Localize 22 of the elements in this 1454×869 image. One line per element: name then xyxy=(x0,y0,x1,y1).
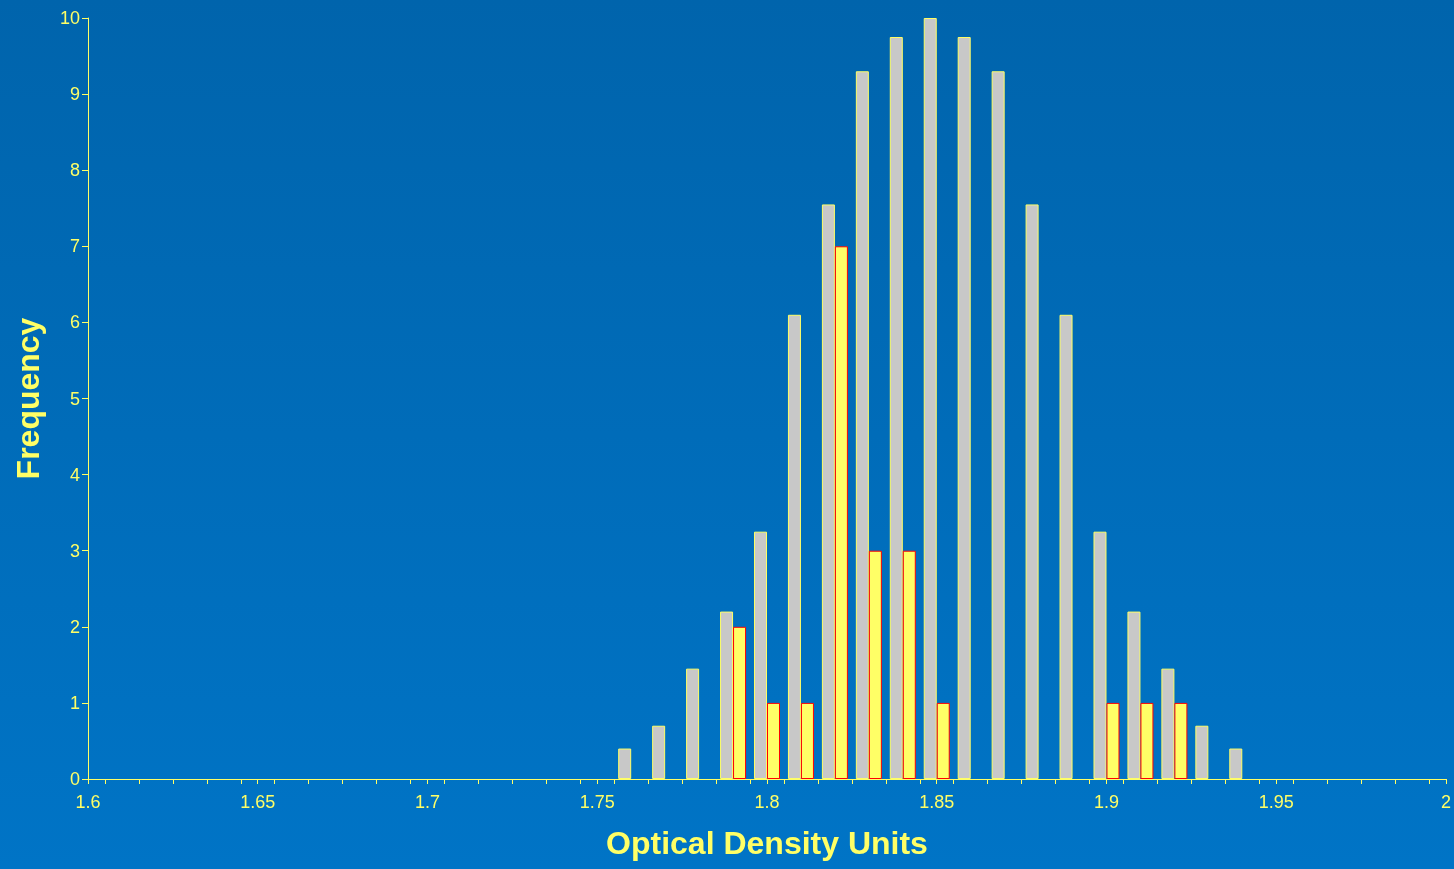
y-tick-label: 3 xyxy=(69,540,80,561)
y-tick-label: 8 xyxy=(69,160,80,181)
y-tick-label: 1 xyxy=(69,692,80,713)
x-tick-label: 2 xyxy=(1440,792,1451,812)
x-tick-label: 1.6 xyxy=(75,792,101,812)
x-tick-label: 1.9 xyxy=(1093,792,1120,812)
y-tick-label: 10 xyxy=(59,8,80,28)
y-tick-label: 2 xyxy=(69,616,80,637)
x-tick-label: 1.65 xyxy=(240,792,276,812)
x-tick-label: 1.75 xyxy=(579,792,615,812)
y-tick-label: 4 xyxy=(69,464,80,485)
x-tick-label: 1.85 xyxy=(919,792,955,812)
y-tick-label: 6 xyxy=(69,312,80,333)
x-tick-label: 1.7 xyxy=(414,792,441,812)
x-axis-title: Optical Density Units xyxy=(606,825,928,861)
y-tick-label: 7 xyxy=(69,236,80,257)
y-axis-title: Frequency xyxy=(10,317,46,480)
x-tick-label: 1.95 xyxy=(1258,792,1294,812)
x-tick-label: 1.8 xyxy=(754,792,780,812)
y-tick-label: 5 xyxy=(69,388,80,409)
y-tick-label: 0 xyxy=(69,769,80,789)
y-tick-label: 9 xyxy=(69,84,80,105)
